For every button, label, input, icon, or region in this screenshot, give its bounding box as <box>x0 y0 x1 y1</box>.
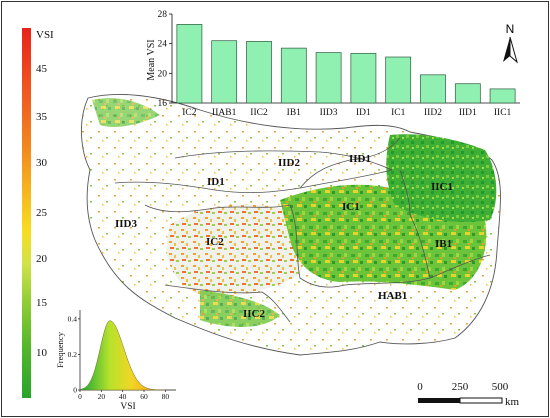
boundary-ib1-west <box>409 214 431 279</box>
bar-id1 <box>350 52 377 104</box>
histogram-x-tick-0: 0 <box>78 392 82 401</box>
histogram-x-tick-20: 20 <box>98 392 106 401</box>
boundary-ic2-north <box>144 204 291 213</box>
region-label-iic1: IIC1 <box>431 181 453 193</box>
bar-iic1 <box>489 88 516 104</box>
iic2-vegetation <box>200 290 280 327</box>
histogram-ylabel: Frequency <box>55 331 65 368</box>
north-arrow: N <box>503 22 518 64</box>
legend-tick-20: 20 <box>36 253 48 265</box>
bar-label-iid3: IID3 <box>320 108 338 118</box>
scale-bar: 0 250 500 km <box>417 381 519 408</box>
bar-label-iiab1: IIAB1 <box>212 108 237 118</box>
north-arrow-left-icon <box>503 37 510 62</box>
region-label-iid3: IID3 <box>115 218 138 230</box>
bar-label-iid2: IID2 <box>424 108 442 118</box>
north-arrow-right-icon <box>509 36 518 64</box>
legend-tick-25: 25 <box>36 207 48 219</box>
histogram-x-tick-80: 80 <box>162 392 170 401</box>
histogram-plot: 0 20 40 60 80 0.4 0.2 0 <box>68 310 176 401</box>
northwest-vegetation <box>92 98 160 127</box>
scale-tick-500: 500 <box>492 381 509 393</box>
boundary-id1 <box>114 169 393 194</box>
bar-label-iic2: IIC2 <box>250 108 268 118</box>
ic2-vegetation <box>166 204 304 297</box>
bar-chart-bars <box>176 24 516 104</box>
bar-chart-inset: Mean VSI 16 20 24 28 IC2 IIAB1 IIC2 IB1 IID3 ID1… <box>146 10 520 118</box>
region-label-iic2: IIC2 <box>243 308 266 320</box>
boundary-ib1-south <box>344 254 491 286</box>
bar-label-iic1: IIC1 <box>494 108 512 118</box>
bar-iid3 <box>315 52 342 104</box>
boundary-iid2 <box>299 137 401 189</box>
histogram-y-tick-0.2: 0.2 <box>68 350 78 359</box>
scale-tick-0: 0 <box>417 381 423 393</box>
bar-iic2 <box>246 41 272 104</box>
bar-label-ib1: IB1 <box>287 108 302 118</box>
scale-unit: km <box>505 396 520 408</box>
bar-chart-x-labels: IC2 IIAB1 IIC2 IB1 IID3 ID1 IC1 IID2 IID1 IIC1 <box>182 108 511 118</box>
legend-tick-30: 30 <box>36 157 48 169</box>
legend-title: VSI <box>36 29 54 41</box>
region-label-ic1: IC1 <box>342 201 360 213</box>
bar-chart-y-tick-16: 16 <box>158 99 168 109</box>
legend-ticks: 45 35 30 25 20 15 10 <box>36 63 48 359</box>
histogram-x-tick-40: 40 <box>119 392 127 401</box>
histogram-x-tick-60: 60 <box>140 392 148 401</box>
region-label-id1: ID1 <box>207 176 225 188</box>
legend-tick-15: 15 <box>36 297 48 309</box>
legend-tick-45: 45 <box>36 63 48 75</box>
region-label-ic2: IC2 <box>206 236 224 248</box>
bar-label-id1: ID1 <box>356 108 371 118</box>
legend-tick-10: 10 <box>36 347 48 359</box>
bar-label-ic1: IC1 <box>391 108 406 118</box>
region-label-ib1: IB1 <box>435 238 452 250</box>
scale-tick-250: 250 <box>452 381 469 393</box>
histogram-inset: Frequency VSI 0 20 40 60 80 0.4 0.2 0 <box>55 310 176 412</box>
plateau-map <box>80 94 501 356</box>
color-legend: VSI 45 35 30 25 20 15 10 <box>22 28 54 398</box>
bar-iiab1 <box>211 40 238 104</box>
bar-chart-y-tick-24: 24 <box>158 40 168 50</box>
bar-chart-y-tick-28: 28 <box>158 10 168 20</box>
north-arrow-label: N <box>506 22 515 36</box>
bar-ic1 <box>385 56 412 104</box>
region-labels: IID1 IID2 IIC1 ID1 IC1 IID3 IC2 IB1 HAB1… <box>115 153 453 320</box>
iic1-vegetation <box>386 134 497 222</box>
boundary-iic2 <box>164 284 291 323</box>
boundary-north <box>174 150 393 171</box>
scale-segment-black <box>418 398 460 403</box>
histogram-density-curve <box>79 320 166 391</box>
scale-segment-white <box>459 397 503 404</box>
bar-iid2 <box>420 74 446 104</box>
region-label-iid1: IID1 <box>349 153 371 165</box>
bar-chart-ylabel: Mean VSI <box>146 39 157 80</box>
region-label-iid2: IID2 <box>278 157 301 169</box>
bar-label-iid1: IID1 <box>459 108 477 118</box>
legend-tick-35: 35 <box>36 111 48 123</box>
bar-ib1 <box>280 47 307 104</box>
legend-color-bar <box>22 28 31 398</box>
bar-label-ic2: IC2 <box>182 108 197 118</box>
hab1-vegetation <box>257 287 395 337</box>
bar-ic2 <box>176 24 203 104</box>
region-label-hab1: HAB1 <box>378 290 407 302</box>
histogram-xlabel: VSI <box>120 402 135 412</box>
histogram-y-tick-0: 0 <box>73 386 77 395</box>
boundary-iic1-west <box>399 169 411 216</box>
bar-iid1 <box>454 83 481 104</box>
bar-chart-y-tick-20: 20 <box>158 69 168 79</box>
boundary-ic1-west <box>289 204 346 288</box>
histogram-y-tick-0.4: 0.4 <box>68 314 78 323</box>
